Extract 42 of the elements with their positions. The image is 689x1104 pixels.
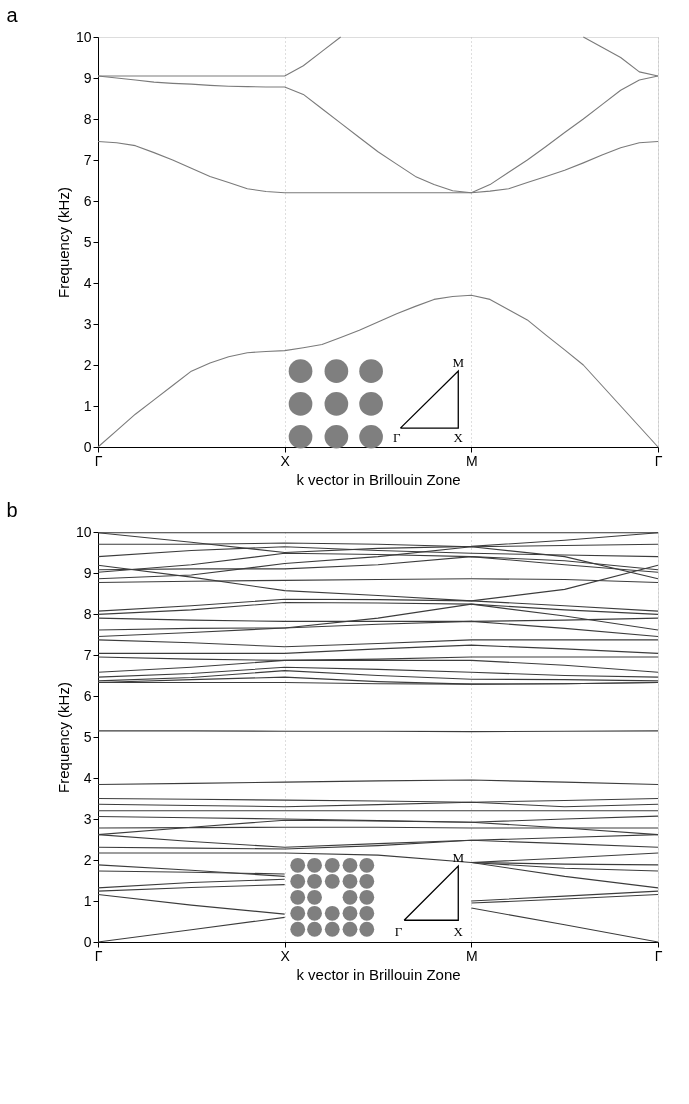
annotation: Γ [394,923,403,939]
x-tick-label: M [466,947,478,964]
y-tick-label: 0 [83,933,92,950]
y-tick-label: 4 [83,274,92,291]
y-tick-label: 9 [83,69,92,86]
y-tick-label: 5 [83,728,92,745]
x-tick-label: X [280,452,291,469]
chart-title: a [6,4,19,26]
y-tick-label: 7 [83,646,92,663]
y-tick-label: 3 [83,315,92,332]
y-tick-label: 1 [83,397,92,414]
x-axis-title: k vector in Brillouin Zone [296,470,461,488]
annotation: X [453,923,464,939]
x-tick-label: Γ [94,947,103,964]
y-tick-label: 7 [83,151,92,168]
y-tick-label: 9 [83,564,92,581]
y-tick-label: 8 [83,605,92,622]
y-tick-label: 10 [75,523,92,540]
x-tick-label: Γ [654,452,663,469]
y-tick-label: 5 [83,233,92,250]
annotation: M [452,354,465,370]
y-tick-label: 2 [83,356,92,373]
y-tick-label: 1 [83,892,92,909]
x-axis-title: k vector in Brillouin Zone [296,965,461,983]
y-tick-label: 2 [83,851,92,868]
chart-title: b [6,499,18,521]
x-tick-label: M [466,452,478,469]
x-tick-label: Γ [654,947,663,964]
annotation: X [453,429,464,445]
y-axis-title: Frequency (kHz) [54,187,72,298]
y-tick-label: 0 [83,438,92,455]
x-tick-label: Γ [94,452,103,469]
y-tick-label: 10 [75,28,92,45]
y-tick-label: 4 [83,769,92,786]
y-tick-label: 8 [83,110,92,127]
x-tick-label: X [280,947,291,964]
y-tick-label: 6 [83,192,92,209]
y-tick-label: 3 [83,810,92,827]
annotation: M [452,849,465,865]
y-axis-title: Frequency (kHz) [54,682,72,793]
y-tick-label: 6 [83,687,92,704]
annotation: Γ [392,429,401,445]
